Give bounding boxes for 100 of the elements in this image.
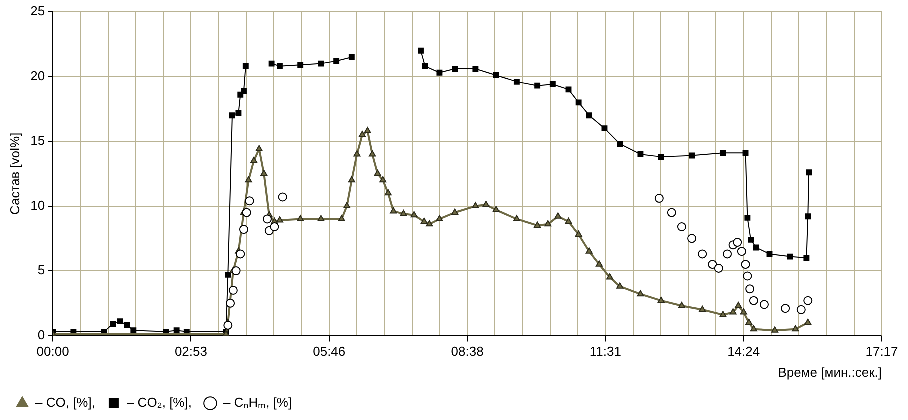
- point: [596, 260, 603, 267]
- point: [617, 141, 624, 148]
- point: [586, 112, 592, 119]
- point: [174, 328, 180, 334]
- point: [130, 328, 137, 334]
- point: [270, 222, 280, 232]
- point: [334, 58, 340, 64]
- point: [242, 63, 249, 70]
- x-tick-label: 14:24: [728, 344, 760, 360]
- point: [245, 196, 254, 206]
- point: [658, 296, 665, 304]
- point: [262, 214, 272, 224]
- point: [806, 170, 812, 176]
- point: [714, 264, 724, 273]
- x-tick-label: 11:31: [590, 344, 622, 360]
- point: [225, 272, 232, 278]
- point: [654, 194, 664, 204]
- point: [493, 72, 500, 78]
- point: [242, 208, 252, 218]
- point: [678, 302, 686, 308]
- point: [472, 202, 480, 209]
- point: [418, 48, 424, 54]
- x-tick-label: 17:17: [866, 344, 898, 360]
- point: [256, 145, 263, 152]
- point: [804, 296, 813, 306]
- point: [667, 208, 676, 218]
- x-axis-title: Време [мин.:сек.]: [778, 364, 882, 380]
- point: [743, 272, 752, 281]
- point: [420, 218, 428, 224]
- point: [514, 78, 520, 85]
- point: [637, 290, 644, 297]
- point: [224, 320, 233, 330]
- point: [737, 247, 746, 256]
- point: [740, 308, 748, 315]
- x-tick-label: 02:53: [174, 344, 208, 360]
- point: [426, 220, 434, 227]
- y-tick-label: 20: [30, 68, 46, 84]
- point: [226, 298, 236, 308]
- point: [688, 234, 697, 244]
- point: [805, 214, 812, 220]
- point: [228, 286, 238, 295]
- point: [229, 112, 236, 119]
- point: [534, 222, 542, 228]
- point: [720, 311, 727, 318]
- point: [554, 212, 562, 219]
- x-tick-label: 00:00: [36, 344, 70, 360]
- point: [241, 88, 247, 94]
- point: [369, 150, 376, 157]
- point: [348, 176, 356, 183]
- point: [638, 151, 644, 158]
- y-tick-label: 15: [30, 133, 46, 148]
- y-tick-label: 5: [38, 262, 46, 278]
- point: [792, 325, 800, 332]
- point: [616, 282, 624, 289]
- point: [410, 211, 418, 218]
- point: [658, 154, 664, 160]
- point: [268, 60, 275, 67]
- point: [575, 230, 582, 238]
- point: [245, 176, 252, 183]
- point: [742, 150, 749, 156]
- x-tick-label: 05:46: [313, 344, 346, 360]
- point: [781, 304, 790, 314]
- point: [400, 210, 408, 216]
- point: [297, 215, 304, 222]
- point: [110, 321, 116, 328]
- point: [250, 156, 258, 164]
- point: [723, 250, 732, 259]
- point: [753, 244, 760, 251]
- point: [606, 274, 614, 280]
- point: [117, 318, 124, 325]
- point: [735, 302, 742, 308]
- point: [364, 127, 372, 134]
- point: [544, 220, 552, 227]
- point: [565, 218, 572, 224]
- point: [586, 248, 593, 254]
- point: [746, 284, 755, 294]
- point: [677, 222, 686, 232]
- point: [602, 126, 608, 132]
- point: [741, 260, 750, 270]
- point: [796, 305, 806, 314]
- point: [766, 251, 773, 258]
- point: [422, 63, 428, 70]
- legend-label: – CO₂, [%],: [126, 395, 192, 410]
- legend-label: – CO, [%],: [36, 395, 96, 410]
- point: [748, 236, 754, 243]
- y-tick-label: 25: [30, 4, 46, 19]
- point: [380, 176, 387, 183]
- point: [698, 250, 708, 259]
- point: [276, 63, 283, 70]
- point: [298, 62, 304, 68]
- point: [513, 215, 520, 222]
- point: [236, 110, 242, 116]
- point: [232, 266, 241, 276]
- point: [390, 207, 398, 214]
- y-axis-title: Састав [vol%]: [7, 132, 22, 216]
- point: [482, 200, 490, 208]
- point: [318, 215, 325, 222]
- point: [338, 215, 346, 222]
- point: [344, 202, 351, 209]
- point: [276, 216, 284, 223]
